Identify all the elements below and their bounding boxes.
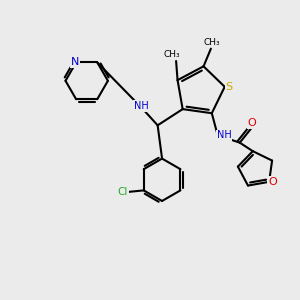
Text: CH₃: CH₃ [164, 50, 180, 59]
Text: S: S [226, 82, 233, 92]
Text: Cl: Cl [117, 187, 128, 197]
Text: O: O [268, 177, 277, 187]
Text: NH: NH [134, 101, 149, 111]
Text: CH₃: CH₃ [203, 38, 220, 47]
Text: NH: NH [217, 130, 232, 140]
Text: N: N [70, 57, 79, 67]
Text: O: O [248, 118, 256, 128]
